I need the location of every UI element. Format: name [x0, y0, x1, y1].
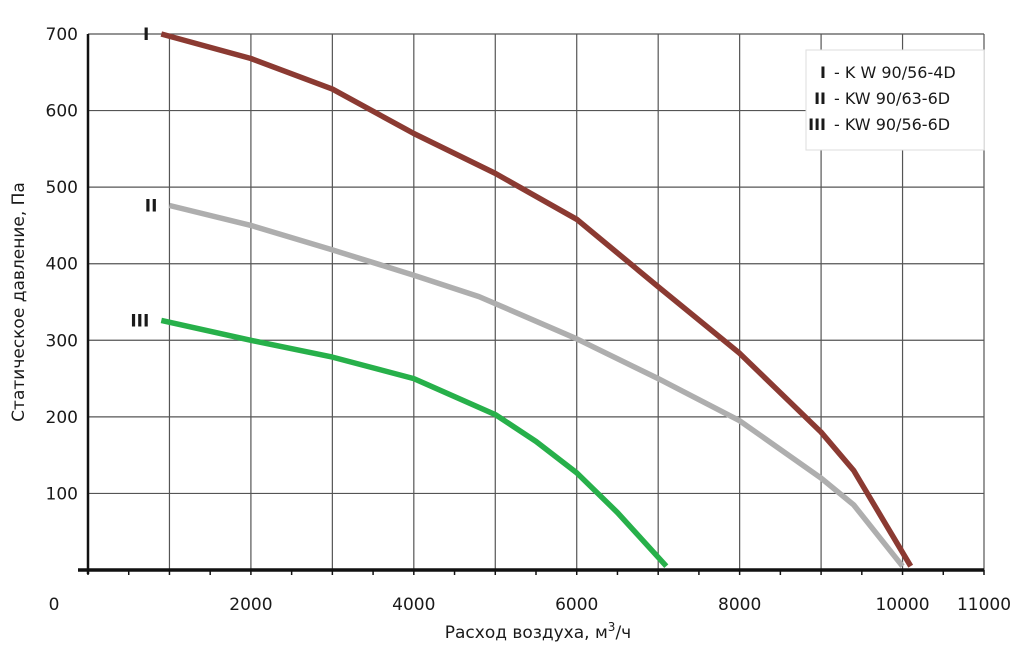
legend-entry-II: - KW 90/63-6D: [834, 89, 950, 108]
legend: I - K W 90/56-4D II - KW 90/63-6D III - KW 90…: [805, 49, 985, 151]
legend-numeral-II: II: [814, 89, 826, 108]
legend-numeral-III: III: [808, 115, 826, 134]
legend-box: [805, 49, 985, 151]
x-axis-label-main: Расход воздуха, м: [445, 623, 608, 643]
x-tick-label: 10000: [875, 595, 929, 615]
curve-label-III: III: [130, 311, 149, 331]
x-tick-label: 6000: [555, 595, 598, 615]
curve-label-I: I: [143, 25, 149, 45]
x-axis-label-suffix: /ч: [615, 623, 631, 643]
y-tick-label: 100: [46, 484, 78, 504]
y-tick-label: 700: [46, 25, 78, 45]
x-tick-label: 8000: [718, 595, 761, 615]
y-tick-label: 500: [46, 178, 78, 198]
y-tick-label: 300: [46, 331, 78, 351]
curve-III: [160, 317, 669, 569]
y-tick-label: 200: [46, 408, 78, 428]
x-tick-label: 0: [49, 595, 60, 615]
tick-labels: 100 200 300 400 500 600 700 0 2000 4000 6000 8000 10…: [46, 25, 1012, 615]
x-tick-label: 2000: [229, 595, 272, 615]
curve-II: [168, 202, 905, 568]
x-tick-label: 4000: [392, 595, 435, 615]
y-tick-label: 600: [46, 102, 78, 122]
x-tick-label: 11000: [957, 595, 1011, 615]
curve-label-II: II: [145, 197, 158, 217]
legend-numeral-I: I: [820, 63, 826, 82]
x-axis-label-superscript: 3: [608, 620, 616, 634]
y-axis-label: Статическое давление, Па: [9, 182, 29, 422]
legend-entry-III: - KW 90/56-6D: [834, 115, 950, 134]
x-axis-label: Расход воздуха, м3/ч: [445, 620, 631, 643]
legend-entry-I: - K W 90/56-4D: [834, 63, 956, 82]
curve-I: [160, 31, 914, 568]
axes: [78, 34, 985, 575]
y-tick-label: 400: [46, 255, 78, 275]
